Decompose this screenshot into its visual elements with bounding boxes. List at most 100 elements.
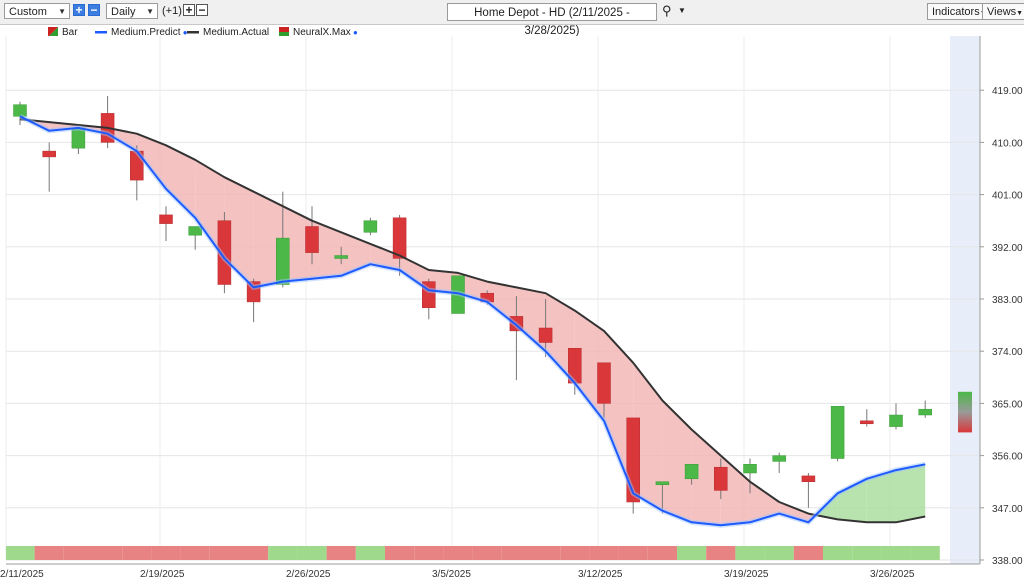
minus-icon: −	[90, 3, 98, 17]
offset-increase-button[interactable]: +	[183, 4, 195, 16]
views-button[interactable]: Views▼	[982, 3, 1024, 20]
spread-fill	[516, 287, 546, 352]
indicators-label: Indicators	[932, 6, 980, 18]
y-tick-label: 356.00	[992, 452, 1023, 463]
x-tick-label: 2/26/2025	[286, 569, 331, 580]
offset-decrease-button[interactable]: −	[196, 4, 208, 16]
candle-bar	[276, 237, 290, 285]
x-tick-label: 3/26/2025	[870, 569, 915, 580]
legend-item-bar: Bar	[48, 27, 78, 39]
spread-fill	[166, 145, 196, 218]
neuralx-strip-cell	[852, 546, 882, 560]
offset-label: (+1)	[162, 5, 182, 17]
neuralx-strip-cell	[881, 546, 911, 560]
legend-item-neuralx-max: NeuralX.Max ●	[279, 27, 358, 39]
spread-fill	[399, 255, 429, 291]
spread-fill	[837, 478, 867, 523]
spread-fill	[896, 464, 926, 523]
spread-fill	[750, 481, 780, 523]
candle-bar	[305, 226, 319, 253]
neuralx-strip-cell	[209, 546, 239, 560]
neuralx-strip-cell	[63, 546, 93, 560]
candle-bar	[13, 104, 27, 117]
legend-item-medium-actual: Medium.Actual	[187, 27, 269, 39]
chevron-down-icon: ▼	[58, 7, 66, 16]
spread-fill	[282, 206, 312, 282]
range-select[interactable]: Custom ▼	[4, 3, 70, 19]
neuralx-legend-icon	[279, 27, 289, 38]
candle-bar	[918, 408, 932, 416]
x-tick-label: 2/19/2025	[140, 569, 185, 580]
views-label: Views	[987, 6, 1017, 18]
toolbar: Custom ▼ + − Daily ▼ (+1) + − Home Depot -…	[0, 0, 1024, 37]
neuralx-strip-cell	[472, 546, 502, 560]
candle-bar	[714, 466, 728, 491]
x-tick-label: 2/11/2025	[0, 569, 44, 580]
neuralx-strip-cell	[910, 546, 940, 560]
neuralx-strip-cell	[268, 546, 298, 560]
legend-label: NeuralX.Max	[293, 27, 351, 38]
spread-fill	[136, 133, 166, 189]
spread-fill	[662, 400, 692, 523]
y-tick-label: 365.00	[992, 399, 1023, 410]
candle-bar	[334, 255, 348, 259]
neuralx-strip-cell	[180, 546, 210, 560]
neuralx-strip-cell	[706, 546, 736, 560]
y-tick-label: 338.00	[992, 556, 1023, 567]
neuralx-strip-cell	[793, 546, 823, 560]
candle-bar	[889, 414, 903, 427]
legend-label: Bar	[62, 27, 78, 38]
neuralx-strip-cell	[151, 546, 181, 560]
neuralx-strip-cell	[823, 546, 853, 560]
candle-bar	[830, 406, 845, 459]
search-icon[interactable]: ⚲	[662, 3, 672, 18]
neuralx-strip-cell	[647, 546, 677, 560]
plus-icon: +	[185, 3, 193, 17]
zoom-in-button[interactable]: +	[73, 4, 85, 16]
candle-bar	[860, 420, 874, 425]
neuralx-strip-cell	[677, 546, 707, 560]
chevron-down-icon: ▼	[146, 7, 154, 16]
medium-actual-line	[19, 118, 926, 524]
y-tick-label: 347.00	[992, 504, 1023, 515]
neuralx-strip-cell	[326, 546, 356, 560]
symbol-title[interactable]: Home Depot - HD (2/11/2025 - 3/28/2025)	[447, 3, 657, 37]
dot-icon: ●	[180, 28, 188, 37]
candle-bar	[743, 464, 757, 474]
spread-fill	[604, 330, 634, 494]
neuralx-strip-cell	[531, 546, 561, 560]
spread-fill	[312, 220, 342, 279]
candle-bar	[597, 362, 611, 404]
legend-label: Medium.Actual	[203, 27, 270, 38]
y-tick-label: 374.00	[992, 347, 1023, 358]
candle-bar	[772, 455, 786, 462]
spread-fill	[487, 281, 517, 326]
neuralx-strip-cell	[443, 546, 473, 560]
neuralx-strip-cell	[297, 546, 327, 560]
y-tick-label: 410.00	[992, 138, 1023, 149]
neuralx-strip-cell	[501, 546, 531, 560]
bar-legend-icon	[48, 27, 58, 38]
zoom-out-button[interactable]: −	[88, 4, 100, 16]
neuralx-strip-cell	[618, 546, 648, 560]
medium-predict-line	[19, 115, 926, 527]
spread-fill	[691, 429, 721, 526]
neuralx-strip-cell	[764, 546, 794, 560]
forecast-bar	[958, 391, 972, 433]
indicators-button[interactable]: Indicators▼	[927, 3, 992, 20]
price-chart[interactable]: 338.00 347.00 356.00 365.00 374.00 383.00 392.…	[0, 36, 1024, 586]
candle-bar	[538, 327, 553, 343]
minus-icon: −	[198, 3, 206, 17]
interval-select[interactable]: Daily ▼	[106, 3, 158, 19]
interval-select-value: Daily	[111, 6, 136, 18]
neuralx-strip-cell	[385, 546, 415, 560]
neuralx-strip-cell	[239, 546, 269, 560]
spread-fill	[253, 191, 283, 288]
forecast-band	[950, 36, 980, 564]
spread-fill	[779, 502, 809, 523]
plus-icon: +	[75, 3, 83, 17]
y-tick-label: 383.00	[992, 295, 1023, 306]
candle-bar	[655, 481, 670, 485]
search-dropdown-icon[interactable]: ▼	[678, 6, 686, 15]
candle-bar	[363, 220, 378, 233]
